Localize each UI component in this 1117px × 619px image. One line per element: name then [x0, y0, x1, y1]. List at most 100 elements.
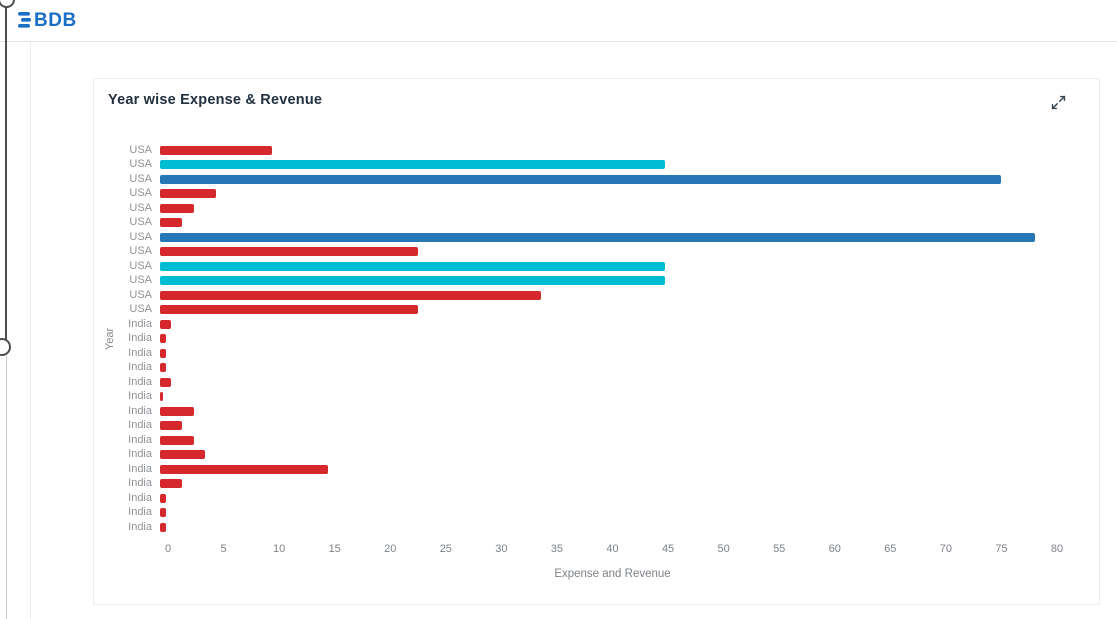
bar-row: USA: [118, 172, 1057, 187]
bar-category-label: India: [128, 361, 152, 374]
bar-category-label: India: [128, 332, 152, 345]
bar[interactable]: [160, 493, 166, 503]
x-tick-label: 10: [273, 542, 286, 555]
bar-row: USA: [118, 259, 1057, 274]
bar[interactable]: [160, 479, 183, 489]
x-tick-label: 40: [606, 542, 619, 555]
bar-category-label: India: [128, 317, 152, 330]
x-tick-label: 45: [661, 542, 675, 555]
bar[interactable]: [160, 334, 166, 344]
x-axis-ticks: 0 5 10 15 20 25 30 35 40 45 50 55 60 65 70 75 80: [165, 542, 1063, 558]
bar-row: USA: [118, 274, 1057, 289]
bar[interactable]: [160, 450, 205, 460]
bar-track: [160, 203, 1057, 213]
bar-row: India: [118, 462, 1057, 477]
bar-track: [160, 174, 1057, 184]
bar[interactable]: [160, 392, 164, 402]
bar-row: USA: [118, 201, 1057, 216]
bar-track: [160, 276, 1057, 286]
bar-category-label: India: [128, 404, 152, 417]
bdb-logo[interactable]: BDB: [17, 11, 77, 30]
bar-category-label: India: [128, 419, 152, 432]
left-guide-line: [5, 0, 7, 340]
bar-category-label: India: [128, 462, 152, 475]
bar[interactable]: [160, 305, 418, 315]
bar-row: India: [118, 404, 1057, 419]
bar-row: India: [118, 332, 1057, 347]
bar[interactable]: [160, 348, 166, 358]
bdb-logo-icon: [17, 11, 32, 30]
chart-plot-area: Year USA USA USA USA USA USA USA USA USA USA USA US…: [102, 143, 1057, 535]
chart-card: Year wise Expense & Revenue Year USA USA U…: [93, 78, 1100, 605]
bar-track: [160, 189, 1057, 199]
x-tick-label: 5: [220, 542, 227, 555]
bar-chart: Year USA USA USA USA USA USA USA USA USA USA USA US…: [94, 143, 1099, 579]
bar-track: [160, 160, 1057, 170]
x-tick-label: 35: [550, 542, 564, 555]
bar[interactable]: [160, 160, 665, 170]
bar-row: USA: [118, 187, 1057, 202]
bar-rows: USA USA USA USA USA USA USA USA USA USA USA USA Indi…: [118, 143, 1057, 535]
bar-track: [160, 305, 1057, 315]
bar[interactable]: [160, 189, 217, 199]
bar-track: [160, 464, 1057, 474]
bar-row: USA: [118, 143, 1057, 158]
bar-track: [160, 493, 1057, 503]
bar-category-label: India: [128, 346, 152, 359]
bar-category-label: USA: [129, 259, 152, 272]
bar[interactable]: [160, 377, 172, 387]
bar-category-label: India: [128, 506, 152, 519]
bar-track: [160, 290, 1057, 300]
expand-icon[interactable]: [1048, 92, 1069, 113]
bar-track: [160, 479, 1057, 489]
bar-category-label: USA: [129, 172, 152, 185]
bar[interactable]: [160, 261, 665, 271]
bar-row: USA: [118, 158, 1057, 173]
bar[interactable]: [160, 145, 273, 155]
bar[interactable]: [160, 406, 194, 416]
bar-track: [160, 508, 1057, 518]
bar-row: India: [118, 317, 1057, 332]
bar[interactable]: [160, 464, 329, 474]
bar[interactable]: [160, 232, 1035, 242]
x-tick-label: 60: [828, 542, 841, 555]
x-tick-label: 70: [939, 542, 952, 555]
left-panel-border: [30, 42, 31, 619]
bar[interactable]: [160, 218, 183, 228]
bar[interactable]: [160, 247, 418, 257]
bar[interactable]: [160, 508, 166, 518]
bar-category-label: USA: [129, 274, 152, 287]
bar-row: USA: [118, 245, 1057, 260]
bar-row: India: [118, 506, 1057, 521]
x-tick-label: 75: [995, 542, 1008, 555]
x-tick-label: 55: [773, 542, 786, 555]
bar-category-label: USA: [129, 230, 152, 243]
bar[interactable]: [160, 319, 172, 329]
bar-category-label: USA: [129, 158, 152, 171]
bar[interactable]: [160, 276, 665, 286]
bar-track: [160, 232, 1057, 242]
bar-track: [160, 334, 1057, 344]
bar[interactable]: [160, 522, 166, 532]
bar-row: India: [118, 390, 1057, 405]
bar-category-label: India: [128, 520, 152, 533]
bar-track: [160, 522, 1057, 532]
chart-title: Year wise Expense & Revenue: [108, 92, 323, 108]
bar[interactable]: [160, 174, 1001, 184]
bar[interactable]: [160, 203, 194, 213]
bar-track: [160, 450, 1057, 460]
bar-row: India: [118, 520, 1057, 535]
chart-card-header: Year wise Expense & Revenue: [94, 79, 1099, 113]
bar-track: [160, 261, 1057, 271]
bar-category-label: USA: [129, 216, 152, 229]
bar[interactable]: [160, 363, 166, 373]
bar-track: [160, 406, 1057, 416]
bar[interactable]: [160, 421, 183, 431]
left-guide-line-lower: [6, 356, 7, 619]
bar-category-label: USA: [129, 303, 152, 316]
bar[interactable]: [160, 435, 194, 445]
x-tick-label: 20: [384, 542, 397, 555]
guide-handle-middle[interactable]: [0, 338, 11, 356]
bar[interactable]: [160, 290, 542, 300]
bar-row: India: [118, 361, 1057, 376]
